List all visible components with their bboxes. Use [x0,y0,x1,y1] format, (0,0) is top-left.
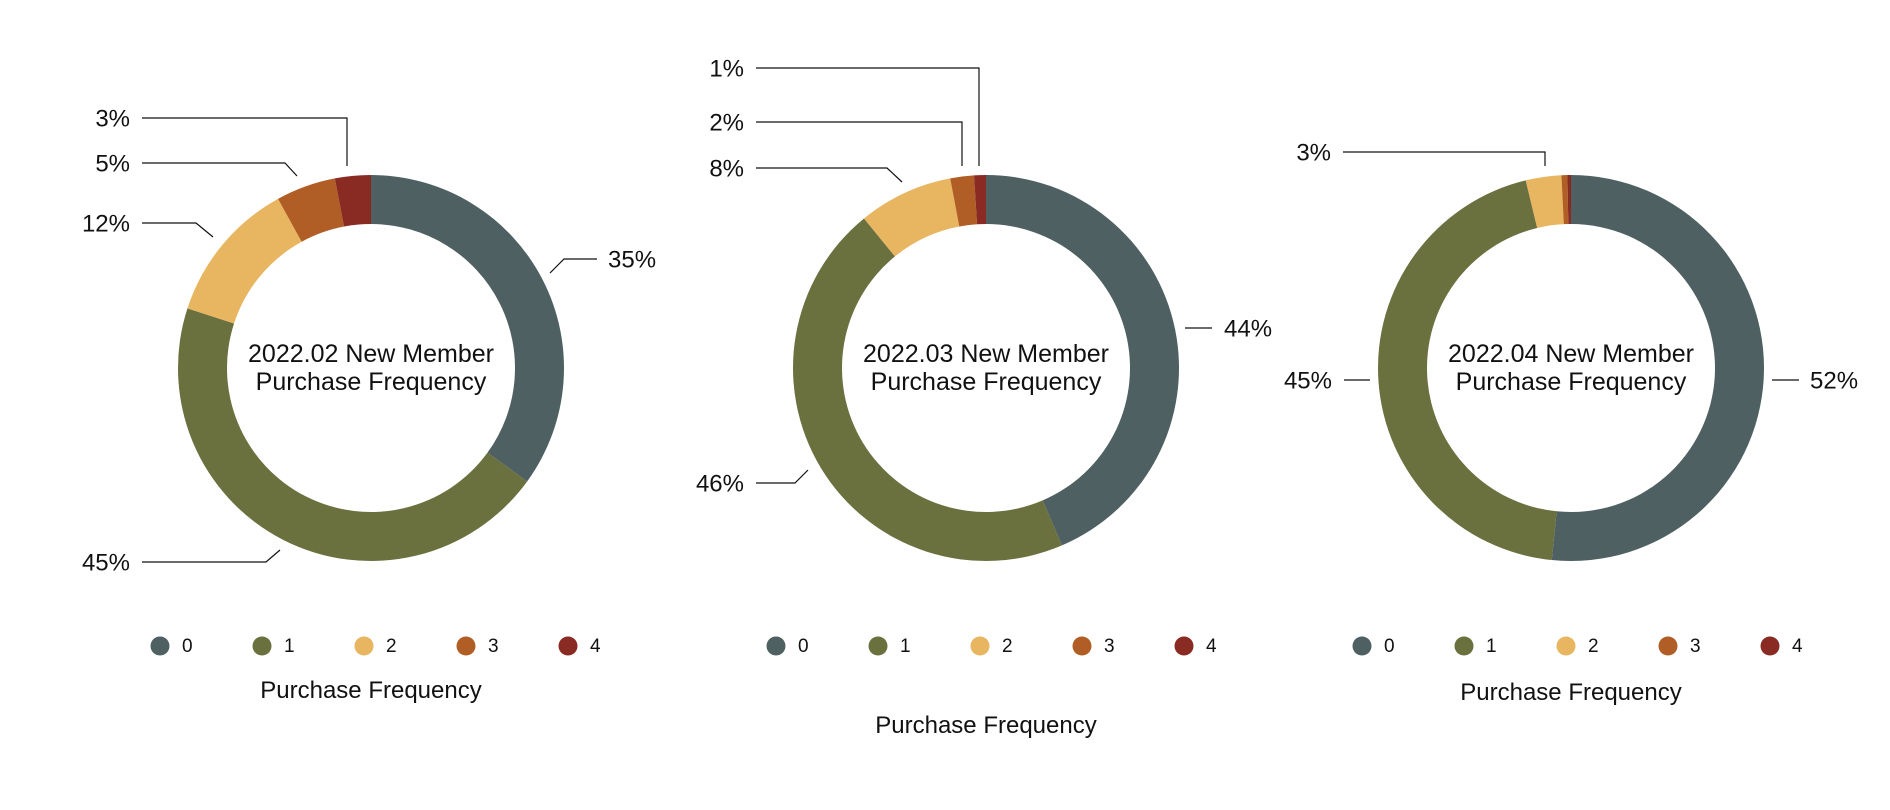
legend-item-2: 2 [354,636,397,657]
donut-slice-0 [1551,175,1764,561]
legend-marker [868,636,888,656]
legend-item-4: 4 [1760,636,1803,657]
legend-marker [1352,636,1372,656]
leader-line [756,167,903,183]
legend-label: 1 [1486,636,1497,657]
donut-slice-1 [792,218,1062,562]
leader-line [756,67,980,166]
donut-slice-2 [863,178,960,257]
legend-marker [150,636,170,656]
legend-item-0: 0 [150,636,193,657]
percent-label: 35% [608,246,656,273]
legend-label: 3 [1690,636,1701,657]
legend-title: Purchase Frequency [1460,679,1681,706]
legend-item-3: 3 [456,636,499,657]
legend-label: 3 [1104,636,1115,657]
legend-marker [1072,636,1092,656]
center-title-line: Purchase Frequency [871,368,1102,396]
percent-label: 45% [82,549,130,576]
donut-slice-4 [1567,175,1571,225]
percent-label: 3% [1296,139,1331,166]
legend-label: 2 [1002,636,1013,657]
legend-item-1: 1 [252,636,295,657]
legend-label: 1 [284,636,295,657]
leader-line [756,121,963,166]
donut-slice-4 [974,175,986,225]
legend-marker [1174,636,1194,656]
legend-marker [970,636,990,656]
legend-label: 0 [1384,636,1395,657]
legend-marker [558,636,578,656]
legend-label: 1 [900,636,911,657]
legend-marker [354,636,374,656]
percent-label: 3% [95,105,130,132]
legend-marker [1556,636,1576,656]
leader-line [142,222,214,238]
legend-item-3: 3 [1658,636,1701,657]
percent-label: 45% [1284,367,1332,394]
legend-label: 4 [590,636,601,657]
center-title-line: 2022.03 New Member [863,340,1109,368]
legend-item-1: 1 [1454,636,1497,657]
donut-slice-2 [187,198,302,324]
legend-label: 3 [488,636,499,657]
leader-line [1343,151,1546,166]
legend-title: Purchase Frequency [260,677,481,704]
donut-slice-1 [1378,180,1557,561]
legend-marker [1760,636,1780,656]
center-title-line: 2022.02 New Member [248,340,494,368]
percent-label: 8% [709,155,744,182]
legend-label: 4 [1206,636,1217,657]
center-title-line: Purchase Frequency [1456,368,1687,396]
legend-item-2: 2 [970,636,1013,657]
percent-label: 12% [82,210,130,237]
legend-item-0: 0 [766,636,809,657]
donut-slice-0 [371,175,564,482]
legend-marker [252,636,272,656]
donut-slice-3 [950,175,978,227]
donut-slice-0 [986,175,1179,546]
leader-line [142,162,298,177]
legend-label: 2 [1588,636,1599,657]
donut-slice-2 [1525,175,1564,229]
percent-label: 52% [1810,367,1858,394]
donut-slice-3 [1561,175,1569,225]
percent-label: 44% [1224,315,1272,342]
center-title-line: Purchase Frequency [256,368,487,396]
legend-marker [766,636,786,656]
donut-slice-4 [334,175,371,227]
percent-label: 2% [709,109,744,136]
legend-marker [456,636,476,656]
legend-label: 2 [386,636,397,657]
donut-slice-1 [178,308,528,561]
legend-label: 4 [1792,636,1803,657]
legend-marker [1454,636,1474,656]
legend-item-1: 1 [868,636,911,657]
legend-item-0: 0 [1352,636,1395,657]
legend-item-4: 4 [558,636,601,657]
legend-label: 0 [182,636,193,657]
legend-title: Purchase Frequency [875,712,1096,739]
center-title-line: 2022.04 New Member [1448,340,1694,368]
leader-line [549,258,597,274]
percent-label: 5% [95,150,130,177]
leader-line [142,549,281,563]
legend-marker [1658,636,1678,656]
legend-item-2: 2 [1556,636,1599,657]
legend-item-4: 4 [1174,636,1217,657]
percent-label: 46% [696,470,744,497]
legend-label: 0 [798,636,809,657]
leader-line [142,117,348,166]
percent-label: 1% [709,55,744,82]
donut-slice-3 [278,178,345,242]
leader-line [756,469,809,484]
legend-item-3: 3 [1072,636,1115,657]
